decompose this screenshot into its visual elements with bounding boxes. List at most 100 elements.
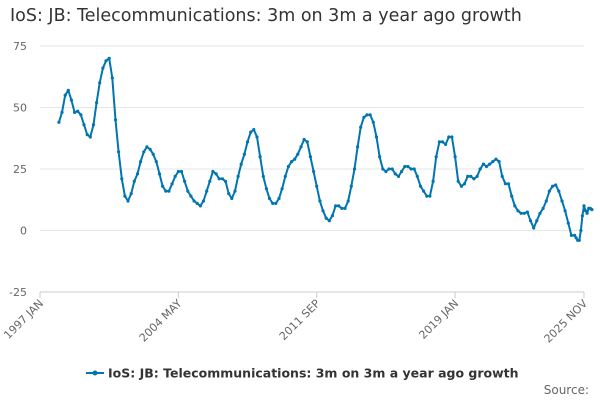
data-point[interactable]	[321, 209, 325, 213]
data-point[interactable]	[173, 174, 177, 178]
data-point[interactable]	[211, 169, 215, 174]
data-point[interactable]	[318, 199, 322, 203]
data-point[interactable]	[223, 179, 228, 183]
data-point[interactable]	[590, 208, 594, 212]
data-point[interactable]	[274, 201, 278, 205]
data-point[interactable]	[547, 189, 552, 193]
data-point[interactable]	[113, 118, 118, 122]
data-point[interactable]	[522, 211, 526, 215]
data-point[interactable]	[453, 155, 457, 159]
data-point[interactable]	[352, 167, 357, 171]
data-point[interactable]	[437, 140, 441, 144]
data-point[interactable]	[535, 219, 539, 223]
data-point[interactable]	[371, 120, 375, 124]
data-point[interactable]	[365, 113, 369, 117]
data-point[interactable]	[491, 160, 495, 164]
data-point[interactable]	[283, 174, 287, 178]
data-point[interactable]	[387, 167, 391, 171]
data-point[interactable]	[569, 233, 574, 237]
data-point[interactable]	[519, 211, 523, 215]
data-point[interactable]	[261, 174, 265, 178]
data-point[interactable]	[267, 196, 272, 201]
data-point[interactable]	[217, 177, 221, 181]
data-point[interactable]	[104, 59, 108, 63]
data-point[interactable]	[349, 184, 353, 188]
data-point[interactable]	[516, 209, 520, 213]
data-point[interactable]	[286, 164, 290, 169]
data-point[interactable]	[506, 182, 511, 186]
data-point[interactable]	[135, 172, 140, 176]
data-point[interactable]	[359, 125, 363, 129]
data-point[interactable]	[117, 150, 121, 154]
data-point[interactable]	[252, 128, 256, 132]
data-point[interactable]	[481, 162, 485, 166]
data-point[interactable]	[290, 160, 294, 164]
data-point[interactable]	[579, 228, 583, 233]
data-point[interactable]	[574, 236, 578, 240]
data-point[interactable]	[195, 201, 199, 205]
data-point[interactable]	[230, 196, 234, 201]
data-point[interactable]	[469, 174, 473, 178]
data-point[interactable]	[428, 194, 432, 198]
data-point[interactable]	[264, 187, 268, 191]
data-point[interactable]	[98, 81, 102, 85]
data-point[interactable]	[176, 169, 180, 174]
data-point[interactable]	[66, 88, 70, 92]
data-point[interactable]	[381, 167, 385, 171]
data-point[interactable]	[554, 183, 558, 187]
data-point[interactable]	[577, 238, 581, 242]
data-point[interactable]	[327, 219, 331, 223]
data-point[interactable]	[139, 160, 143, 164]
data-point[interactable]	[120, 177, 124, 181]
data-point[interactable]	[528, 219, 533, 223]
data-point[interactable]	[324, 216, 328, 220]
data-point[interactable]	[142, 150, 146, 154]
data-point[interactable]	[110, 76, 114, 80]
data-point[interactable]	[456, 179, 460, 183]
data-point[interactable]	[425, 194, 429, 198]
data-point[interactable]	[208, 179, 212, 183]
data-point[interactable]	[271, 201, 275, 205]
data-point[interactable]	[368, 113, 372, 117]
data-point[interactable]	[63, 93, 67, 97]
data-point[interactable]	[500, 174, 504, 178]
data-point[interactable]	[201, 199, 206, 203]
data-point[interactable]	[255, 135, 259, 139]
data-point[interactable]	[440, 140, 445, 144]
data-point[interactable]	[478, 167, 482, 171]
data-point[interactable]	[374, 135, 379, 139]
data-point[interactable]	[412, 167, 416, 171]
data-point[interactable]	[95, 101, 99, 105]
data-point[interactable]	[129, 192, 133, 196]
data-point[interactable]	[198, 204, 202, 208]
data-point[interactable]	[69, 98, 73, 102]
data-point[interactable]	[220, 177, 224, 181]
data-point[interactable]	[330, 214, 334, 218]
data-point[interactable]	[484, 164, 489, 169]
data-point[interactable]	[249, 130, 253, 134]
data-point[interactable]	[293, 157, 297, 161]
data-point[interactable]	[488, 162, 492, 166]
data-point[interactable]	[390, 167, 394, 171]
data-point[interactable]	[205, 189, 209, 193]
data-point[interactable]	[418, 184, 423, 188]
data-point[interactable]	[450, 135, 454, 139]
data-point[interactable]	[145, 145, 149, 149]
data-point[interactable]	[475, 174, 479, 178]
data-point[interactable]	[538, 211, 542, 215]
data-point[interactable]	[277, 196, 281, 201]
data-point[interactable]	[315, 184, 319, 188]
data-point[interactable]	[584, 209, 588, 213]
data-point[interactable]	[585, 211, 589, 215]
data-point[interactable]	[346, 199, 350, 203]
data-point[interactable]	[334, 204, 338, 208]
data-point[interactable]	[170, 182, 174, 186]
data-point[interactable]	[340, 206, 344, 210]
data-point[interactable]	[123, 194, 127, 198]
data-point[interactable]	[497, 160, 501, 164]
data-point[interactable]	[560, 199, 564, 203]
data-point[interactable]	[573, 233, 577, 237]
data-point[interactable]	[151, 152, 155, 156]
data-point[interactable]	[431, 179, 435, 183]
data-point[interactable]	[179, 169, 184, 174]
